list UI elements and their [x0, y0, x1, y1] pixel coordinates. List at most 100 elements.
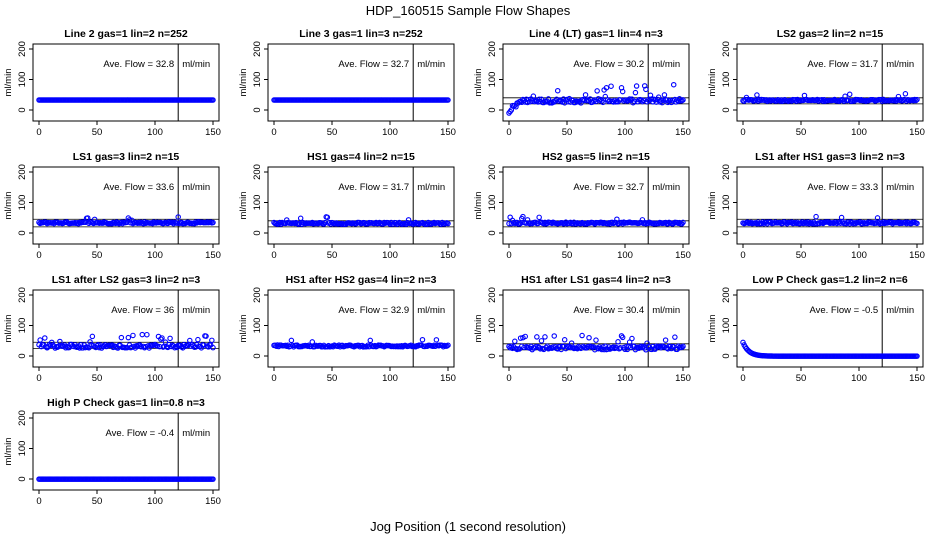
data-point [881, 220, 888, 227]
chart-panel: LS1 gas=3 lin=2 n=15 ml/min 0 100 200 0 50 100 1… [3, 151, 221, 261]
chart-panel: HS1 after HS2 gas=4 lin=2 n=3 ml/min 0 100 2… [238, 274, 456, 384]
plot-frame [736, 43, 924, 122]
y-tick-label: 0 [721, 230, 732, 235]
average-flow-annotation: Ave. Flow = 30.4 [573, 305, 644, 316]
y-tick-label: 100 [487, 195, 498, 211]
data-point [551, 333, 557, 339]
data-point [615, 339, 621, 345]
data-point [203, 333, 209, 339]
average-flow-annotation: Ave. Flow = 32.7 [338, 59, 409, 70]
chart-panel: Line 3 gas=1 lin=3 n=252 ml/min 0 100 200 0 50… [238, 28, 456, 138]
y-tick-label: 100 [252, 72, 263, 88]
data-point [175, 214, 181, 220]
data-point [126, 217, 133, 223]
data-point [532, 343, 539, 350]
data-point [910, 97, 917, 104]
data-point [913, 97, 919, 104]
data-point [445, 342, 451, 348]
x-tick-label: 0 [506, 127, 511, 138]
average-flow-annotation: Ave. Flow = 30.2 [573, 59, 644, 70]
data-point [118, 334, 125, 341]
x-tick-label: 100 [851, 373, 867, 384]
y-tick-label: 100 [721, 195, 732, 211]
data-point [288, 337, 295, 344]
x-tick-label: 50 [796, 373, 807, 384]
average-flow-annotation: Ave. Flow = 31.7 [807, 59, 878, 70]
chart-panel: Line 2 gas=1 lin=2 n=252 ml/min 0 100 200 0 50… [3, 28, 221, 138]
data-point [893, 98, 899, 104]
data-point [590, 344, 597, 350]
x-tick-label: 50 [92, 373, 103, 384]
data-point [838, 214, 845, 221]
data-point [601, 346, 607, 353]
data-point [89, 333, 96, 340]
x-tick-label: 0 [740, 373, 745, 384]
plot-frame [736, 166, 924, 245]
data-series [506, 332, 686, 353]
data-point [158, 336, 164, 342]
data-point [171, 344, 178, 351]
data-point [813, 213, 819, 220]
data-point [619, 334, 626, 341]
panel-title: Low P Check gas=1.2 lin=2 n=6 [752, 274, 907, 286]
data-point [600, 344, 606, 350]
data-point [600, 99, 606, 106]
data-point [87, 339, 93, 345]
data-series [36, 97, 216, 103]
x-tick-label: 100 [147, 373, 163, 384]
data-point [556, 98, 562, 104]
data-point [210, 476, 216, 482]
x-tick-label: 50 [327, 373, 338, 384]
x-tick-label: 100 [617, 127, 633, 138]
average-flow-unit: ml/min [652, 305, 680, 316]
y-axis-label: ml/min [238, 315, 249, 343]
data-series [36, 476, 216, 482]
average-flow-unit: ml/min [886, 59, 914, 70]
average-flow-annotation: Ave. Flow = 36 [111, 305, 174, 316]
x-tick-label: 0 [271, 127, 276, 138]
data-series [271, 336, 451, 350]
data-point [914, 353, 920, 359]
data-point [304, 343, 311, 349]
y-tick-label: 200 [721, 41, 732, 57]
x-tick-label: 50 [562, 250, 573, 261]
average-flow-unit: ml/min [417, 305, 445, 316]
panel-title: LS2 gas=2 lin=2 n=15 [777, 28, 884, 40]
plot-frame [267, 289, 455, 368]
x-tick-label: 100 [147, 250, 163, 261]
y-axis-label: ml/min [3, 315, 14, 343]
data-point [125, 334, 132, 341]
x-tick-label: 50 [562, 127, 573, 138]
y-axis-label: ml/min [238, 192, 249, 220]
panel-title: LS1 gas=3 lin=2 n=15 [73, 151, 180, 163]
y-tick-label: 200 [487, 41, 498, 57]
y-tick-label: 100 [252, 195, 263, 211]
data-point [130, 332, 136, 339]
x-tick-label: 100 [617, 250, 633, 261]
data-point [670, 81, 677, 88]
data-point [806, 220, 812, 227]
x-tick-label: 50 [796, 250, 807, 261]
data-point [445, 220, 451, 227]
data-point [617, 345, 624, 351]
y-tick-label: 0 [252, 107, 263, 112]
y-axis-label: ml/min [707, 69, 718, 97]
y-tick-label: 0 [721, 353, 732, 358]
x-tick-label: 100 [147, 127, 163, 138]
y-tick-label: 200 [721, 287, 732, 303]
data-point [167, 335, 173, 342]
data-point [662, 337, 669, 343]
average-flow-unit: ml/min [652, 182, 680, 193]
data-point [522, 333, 528, 340]
plot-frame [502, 166, 690, 245]
data-series [740, 91, 920, 104]
data-point [582, 92, 589, 98]
average-flow-annotation: Ave. Flow = 33.3 [807, 182, 878, 193]
y-tick-label: 0 [487, 230, 498, 235]
data-point [210, 97, 216, 103]
data-point [96, 344, 103, 351]
y-tick-label: 200 [487, 287, 498, 303]
figure-x-axis-label: Jog Position (1 second resolution) [370, 519, 566, 534]
plot-frame [502, 289, 690, 368]
